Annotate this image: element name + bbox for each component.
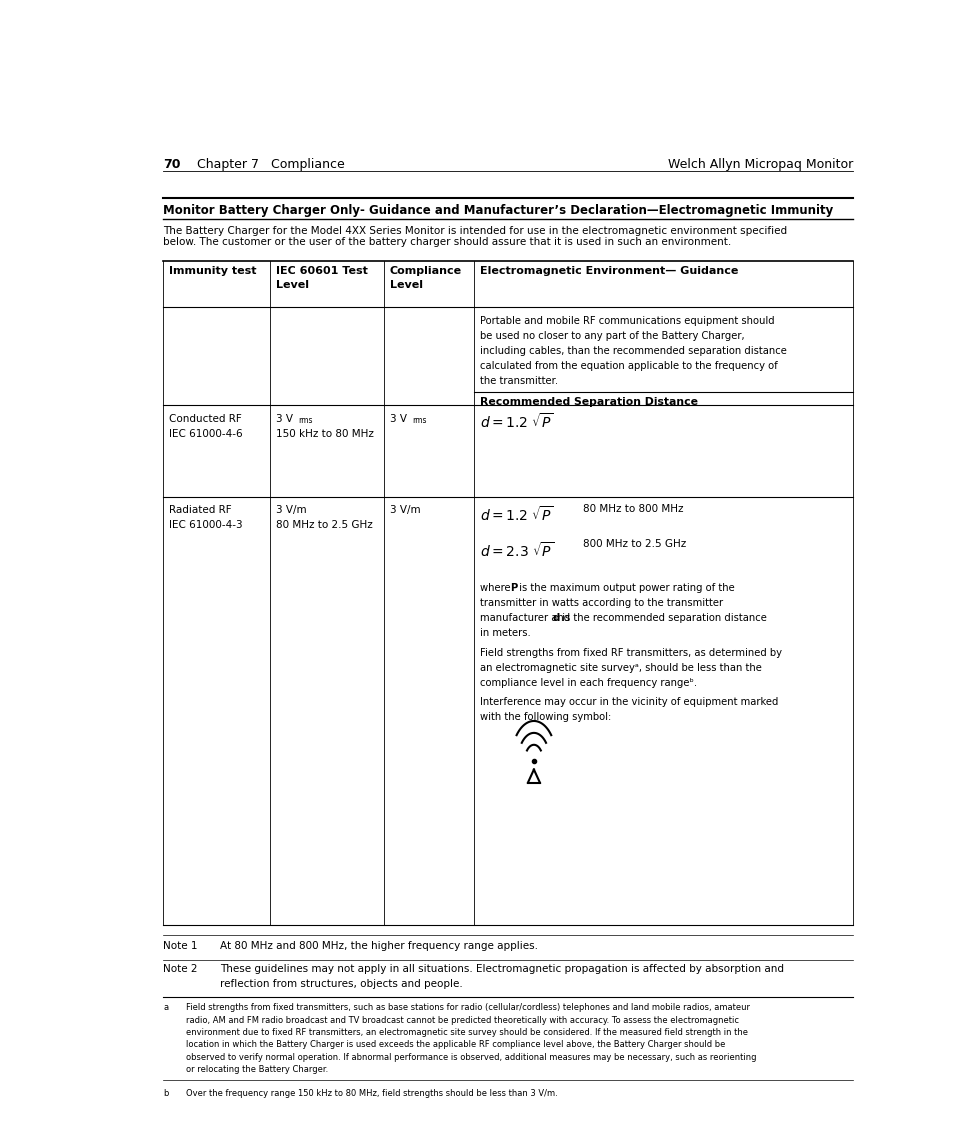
Text: 3 V: 3 V: [390, 414, 407, 424]
Text: manufacturer and: manufacturer and: [480, 613, 573, 623]
Text: be used no closer to any part of the Battery Charger,: be used no closer to any part of the Bat…: [480, 331, 744, 340]
Text: location in which the Battery Charger is used exceeds the applicable RF complian: location in which the Battery Charger is…: [186, 1041, 725, 1050]
Text: Chapter 7   Compliance: Chapter 7 Compliance: [198, 158, 344, 171]
Text: 3 V/m: 3 V/m: [390, 505, 420, 516]
Text: below. The customer or the user of the battery charger should assure that it is : below. The customer or the user of the b…: [163, 237, 732, 248]
Text: Compliance
Level: Compliance Level: [390, 266, 462, 290]
Text: Radiated RF: Radiated RF: [169, 505, 232, 516]
Text: rms: rms: [299, 416, 313, 425]
Text: 80 MHz to 800 MHz: 80 MHz to 800 MHz: [570, 504, 684, 513]
Text: $d = 2.3\ \sqrt{P}$: $d = 2.3\ \sqrt{P}$: [480, 541, 554, 559]
Text: 800 MHz to 2.5 GHz: 800 MHz to 2.5 GHz: [570, 539, 686, 549]
Text: $d = 1.2\ \sqrt{P}$: $d = 1.2\ \sqrt{P}$: [480, 411, 553, 431]
Text: These guidelines may not apply in all situations. Electromagnetic propagation is: These guidelines may not apply in all si…: [220, 964, 783, 974]
Text: Field strengths from fixed transmitters, such as base stations for radio (cellul: Field strengths from fixed transmitters,…: [186, 1003, 750, 1012]
Text: Note 1: Note 1: [163, 941, 198, 951]
Text: reflection from structures, objects and people.: reflection from structures, objects and …: [220, 980, 462, 989]
Text: Immunity test: Immunity test: [169, 266, 257, 276]
Text: an electromagnetic site surveyᵃ, should be less than the: an electromagnetic site surveyᵃ, should …: [480, 662, 762, 673]
Text: IEC 61000-4-3: IEC 61000-4-3: [169, 520, 242, 531]
Text: environment due to fixed RF transmitters, an electromagnetic site survey should : environment due to fixed RF transmitters…: [186, 1028, 747, 1037]
Text: including cables, than the recommended separation distance: including cables, than the recommended s…: [480, 346, 786, 355]
Text: observed to verify normal operation. If abnormal performance is observed, additi: observed to verify normal operation. If …: [186, 1052, 756, 1061]
Text: IEC 60601 Test
Level: IEC 60601 Test Level: [276, 266, 368, 290]
Text: Interference may occur in the vicinity of equipment marked: Interference may occur in the vicinity o…: [480, 697, 778, 707]
Text: radio, AM and FM radio broadcast and TV broadcast cannot be predicted theoretica: radio, AM and FM radio broadcast and TV …: [186, 1015, 739, 1025]
Text: Note 2: Note 2: [163, 964, 198, 974]
Text: $d = 1.2\ \sqrt{P}$: $d = 1.2\ \sqrt{P}$: [480, 505, 553, 525]
Text: is the recommended separation distance: is the recommended separation distance: [559, 613, 767, 623]
Text: 150 kHz to 80 MHz: 150 kHz to 80 MHz: [276, 429, 374, 439]
Text: 3 V: 3 V: [276, 414, 293, 424]
Text: 3 V/m: 3 V/m: [276, 505, 306, 516]
Text: in meters.: in meters.: [480, 628, 530, 638]
Text: b: b: [163, 1089, 168, 1098]
Text: Over the frequency range 150 kHz to 80 MHz, field strengths should be less than : Over the frequency range 150 kHz to 80 M…: [186, 1089, 558, 1098]
Text: with the following symbol:: with the following symbol:: [480, 712, 611, 722]
Text: Recommended Separation Distance: Recommended Separation Distance: [480, 397, 698, 407]
Text: a: a: [163, 1003, 168, 1012]
Text: where: where: [480, 583, 514, 594]
Text: P: P: [510, 583, 517, 594]
Text: Field strengths from fixed RF transmitters, as determined by: Field strengths from fixed RF transmitte…: [480, 647, 781, 658]
Text: or relocating the Battery Charger.: or relocating the Battery Charger.: [186, 1065, 328, 1074]
Text: transmitter in watts according to the transmitter: transmitter in watts according to the tr…: [480, 598, 723, 609]
Text: Welch Allyn Micropaq Monitor: Welch Allyn Micropaq Monitor: [667, 158, 853, 171]
Text: Conducted RF: Conducted RF: [169, 414, 242, 424]
Text: 70: 70: [163, 158, 181, 171]
Text: 80 MHz to 2.5 GHz: 80 MHz to 2.5 GHz: [276, 520, 373, 531]
Text: compliance level in each frequency rangeᵇ.: compliance level in each frequency range…: [480, 677, 697, 688]
Text: Monitor Battery Charger Only- Guidance and Manufacturer’s Declaration—Electromag: Monitor Battery Charger Only- Guidance a…: [163, 204, 833, 217]
Text: Portable and mobile RF communications equipment should: Portable and mobile RF communications eq…: [480, 316, 775, 325]
Text: calculated from the equation applicable to the frequency of: calculated from the equation applicable …: [480, 361, 777, 371]
Text: d: d: [553, 613, 560, 623]
Text: is the maximum output power rating of the: is the maximum output power rating of th…: [516, 583, 735, 594]
Text: the transmitter.: the transmitter.: [480, 376, 558, 386]
Text: rms: rms: [413, 416, 427, 425]
Text: IEC 61000-4-6: IEC 61000-4-6: [169, 429, 242, 439]
Text: At 80 MHz and 800 MHz, the higher frequency range applies.: At 80 MHz and 800 MHz, the higher freque…: [220, 941, 538, 951]
Text: The Battery Charger for the Model 4XX Series Monitor is intended for use in the : The Battery Charger for the Model 4XX Se…: [163, 226, 787, 236]
Text: Electromagnetic Environment— Guidance: Electromagnetic Environment— Guidance: [480, 266, 738, 276]
